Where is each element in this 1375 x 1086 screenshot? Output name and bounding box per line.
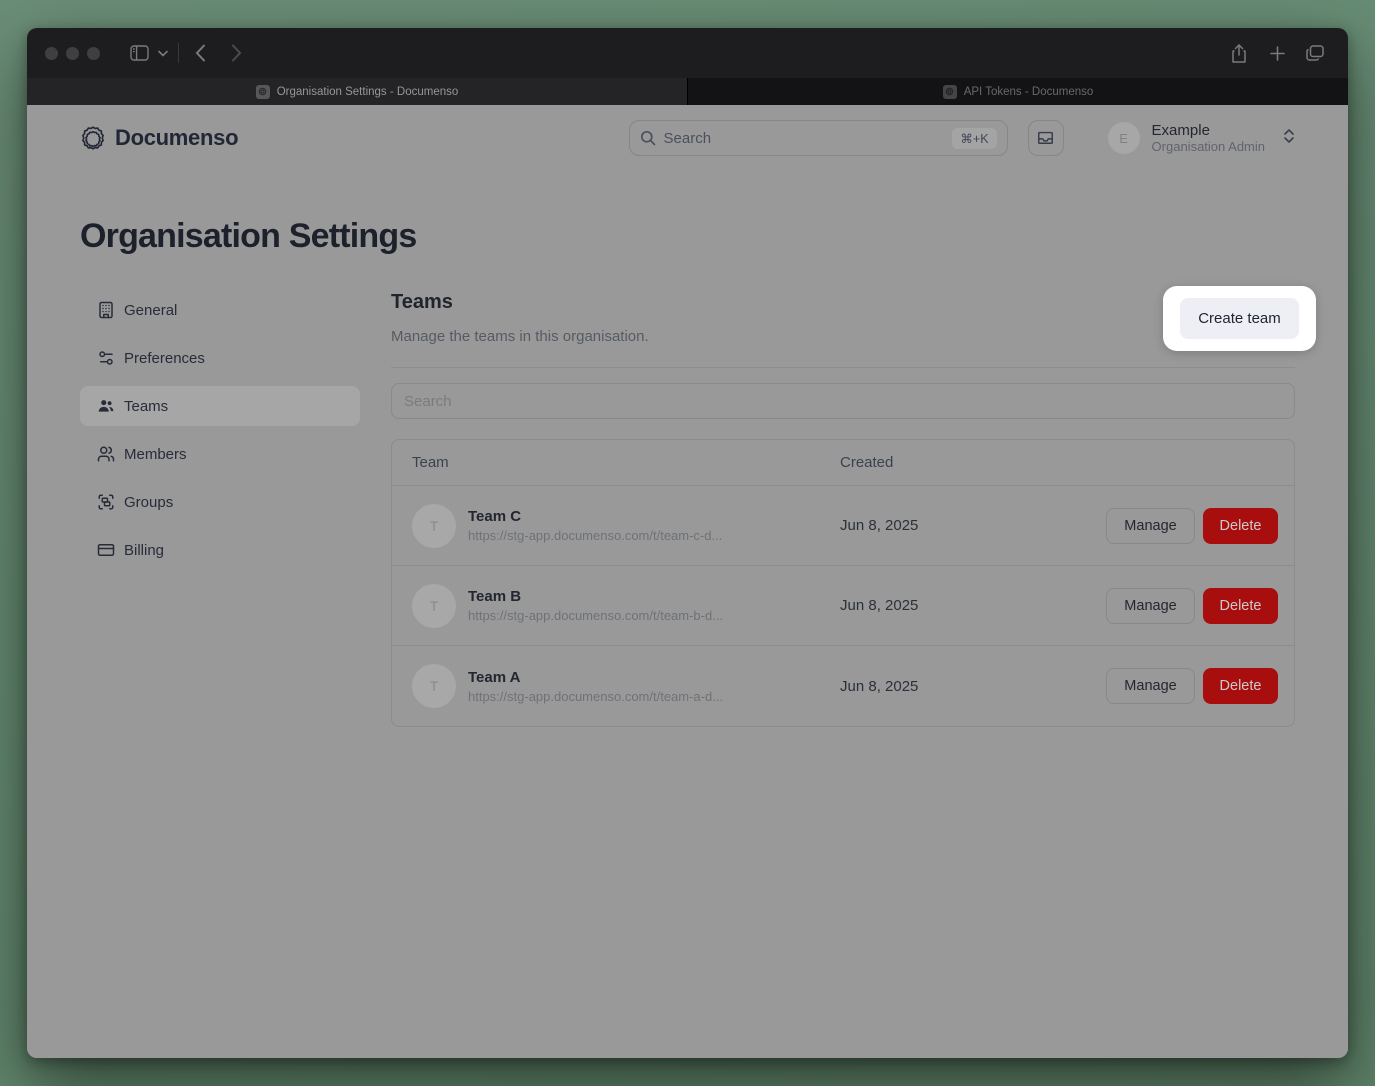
group-icon	[97, 493, 115, 511]
table-row: T Team A https://stg-app.documenso.com/t…	[392, 646, 1294, 726]
search-icon	[640, 130, 655, 146]
team-url: https://stg-app.documenso.com/t/team-c-d…	[468, 528, 723, 543]
browser-toolbar	[27, 28, 1348, 78]
manage-button[interactable]: Manage	[1106, 668, 1195, 704]
sidebar-chevron-down-icon[interactable]	[154, 38, 172, 68]
sidebar-item-label: General	[124, 301, 178, 319]
sidebar-item-teams[interactable]: Teams	[80, 386, 360, 426]
search-shortcut-badge: ⌘+K	[952, 127, 997, 149]
sidebar-toggle-icon[interactable]	[124, 38, 154, 68]
back-button[interactable]	[185, 38, 215, 68]
sidebar-item-members[interactable]: Members	[80, 434, 360, 474]
sidebar-item-label: Billing	[124, 541, 165, 559]
app-header: Documenso Search ⌘+K E Example	[80, 120, 1295, 156]
team-created-date: Jun 8, 2025	[840, 677, 919, 695]
team-cell: T Team B https://stg-app.documenso.com/t…	[392, 583, 840, 628]
documenso-seal-icon	[82, 126, 104, 150]
section-divider	[391, 367, 1295, 368]
sidebar-item-groups[interactable]: Groups	[80, 482, 360, 522]
traffic-lights	[45, 46, 100, 60]
close-window-button[interactable]	[45, 46, 58, 60]
share-icon[interactable]	[1224, 38, 1254, 68]
users-filled-icon	[97, 397, 115, 415]
documenso-favicon	[942, 84, 957, 99]
create-team-spotlight: Create team	[1163, 286, 1316, 351]
teams-panel: Teams Manage the teams in this organisat…	[391, 287, 1295, 727]
tab-organisation-settings[interactable]: Organisation Settings - Documenso	[27, 78, 687, 105]
zoom-window-button[interactable]	[87, 46, 100, 60]
table-row: T Team B https://stg-app.documenso.com/t…	[392, 566, 1294, 646]
table-header-row: Team Created	[392, 440, 1294, 486]
team-name: Team C	[468, 508, 522, 525]
table-row: T Team C https://stg-app.documenso.com/t…	[392, 486, 1294, 566]
sidebar-item-label: Preferences	[124, 349, 205, 367]
create-team-button[interactable]: Create team	[1180, 298, 1299, 339]
teams-search-input[interactable]	[391, 383, 1295, 419]
sidebar-item-general[interactable]: General	[80, 290, 360, 330]
global-search-input[interactable]: Search ⌘+K	[628, 120, 1008, 156]
toolbar-divider	[178, 43, 179, 63]
minimize-window-button[interactable]	[66, 46, 79, 60]
content-area: General Preferences Teams	[80, 287, 1295, 727]
documenso-logo[interactable]: Documenso	[80, 125, 239, 151]
sidebar-item-billing[interactable]: Billing	[80, 530, 360, 570]
column-header-team: Team	[412, 454, 449, 471]
users-outline-icon	[97, 445, 115, 463]
row-actions: Manage Delete	[1106, 507, 1294, 544]
row-actions: Manage Delete	[1106, 587, 1294, 624]
inbox-button[interactable]	[1027, 120, 1064, 156]
avatar: E	[1107, 122, 1140, 154]
user-name: Example	[1151, 122, 1210, 139]
settings-sliders-icon	[97, 349, 115, 367]
user-menu[interactable]: E Example Organisation Admin	[1107, 122, 1295, 154]
sidebar-item-label: Teams	[124, 397, 169, 415]
tab-title: Organisation Settings - Documenso	[276, 85, 459, 98]
tab-strip: Organisation Settings - Documenso API To…	[27, 78, 1348, 105]
column-header-created: Created	[840, 454, 894, 471]
manage-button[interactable]: Manage	[1106, 507, 1195, 544]
credit-card-icon	[97, 541, 115, 559]
manage-button[interactable]: Manage	[1106, 587, 1195, 624]
sidebar-item-label: Members	[124, 445, 187, 463]
team-created-date: Jun 8, 2025	[840, 597, 919, 614]
tab-title: API Tokens - Documenso	[963, 85, 1094, 98]
team-cell: T Team A https://stg-app.documenso.com/t…	[392, 664, 840, 708]
team-name: Team B	[468, 588, 522, 605]
team-cell: T Team C https://stg-app.documenso.com/t…	[392, 503, 840, 548]
delete-button[interactable]: Delete	[1203, 668, 1278, 704]
team-avatar: T	[412, 583, 456, 628]
delete-button[interactable]: Delete	[1203, 507, 1278, 544]
teams-table: Team Created T Team C https://stg-app.do…	[391, 439, 1295, 727]
team-url: https://stg-app.documenso.com/t/team-a-d…	[468, 688, 724, 704]
delete-button[interactable]: Delete	[1203, 587, 1278, 624]
team-created-date: Jun 8, 2025	[840, 517, 919, 534]
app-page: Documenso Search ⌘+K E Example	[27, 105, 1348, 1058]
team-avatar: T	[412, 664, 456, 708]
row-actions: Manage Delete	[1106, 668, 1294, 704]
tab-api-tokens[interactable]: API Tokens - Documenso	[687, 78, 1348, 105]
forward-button[interactable]	[221, 38, 251, 68]
tab-overview-icon[interactable]	[1300, 38, 1330, 68]
inbox-icon	[1038, 131, 1053, 144]
brand-wordmark: Documenso	[115, 125, 239, 150]
section-subtitle: Manage the teams in this organisation.	[391, 328, 649, 345]
team-avatar: T	[412, 503, 456, 548]
user-role: Organisation Admin	[1151, 139, 1265, 154]
sidebar-item-label: Groups	[124, 493, 174, 511]
team-name: Team A	[468, 668, 521, 686]
search-placeholder: Search	[663, 129, 712, 147]
chevrons-up-down-icon	[1283, 128, 1295, 149]
page-title: Organisation Settings	[80, 217, 417, 255]
new-tab-icon[interactable]	[1262, 38, 1292, 68]
section-title: Teams	[391, 291, 453, 313]
settings-nav: General Preferences Teams	[80, 287, 360, 578]
sidebar-item-preferences[interactable]: Preferences	[80, 338, 360, 378]
browser-window: Organisation Settings - Documenso API To…	[27, 28, 1348, 1058]
documenso-favicon	[255, 84, 270, 99]
team-url: https://stg-app.documenso.com/t/team-b-d…	[468, 608, 724, 623]
building-icon	[97, 301, 115, 319]
